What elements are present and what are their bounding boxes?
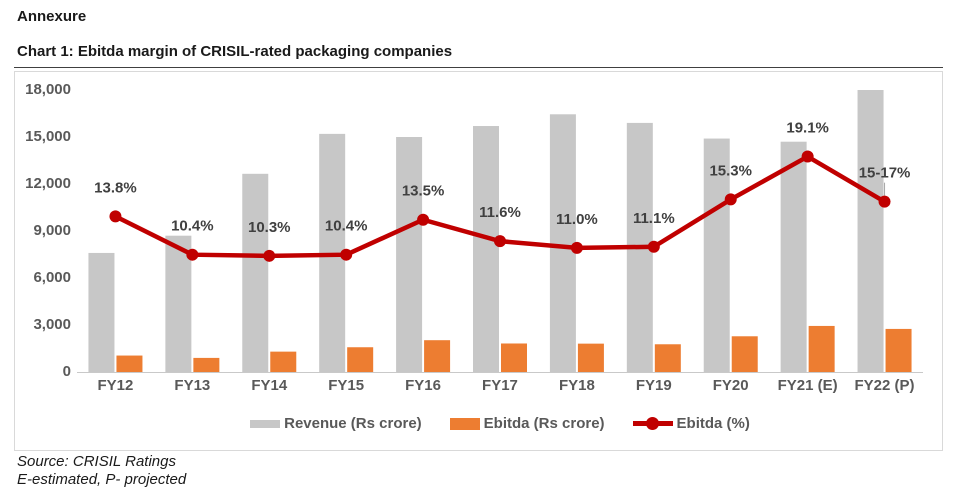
ebitda-pct-label: 15-17% (859, 165, 911, 182)
revenue-bar (857, 90, 884, 372)
ebitda-point (340, 248, 353, 261)
legend-item-revenue: Revenue (Rs crore) (250, 415, 422, 432)
footnote: E-estimated, P- projected (17, 471, 187, 488)
revenue-bar (396, 137, 423, 372)
revenue-swatch (250, 419, 281, 428)
x-axis-label: FY13 (174, 377, 211, 394)
x-axis-label: FY19 (635, 377, 672, 394)
y-axis-label: 18,000 (25, 81, 71, 98)
y-axis-label: 15,000 (25, 128, 71, 145)
ebitda-pct-label: 10.4% (325, 218, 368, 235)
y-axis-label: 9,000 (33, 222, 71, 239)
y-axis-label: 6,000 (33, 269, 71, 286)
x-axis-line (77, 372, 923, 373)
revenue-bar (88, 252, 115, 372)
ebitda-bar (885, 328, 912, 372)
revenue-bar (549, 114, 576, 373)
ebitda-point (878, 195, 891, 208)
revenue-bar (242, 173, 269, 372)
legend-label-ebitda: Ebitda (Rs crore) (483, 415, 605, 432)
revenue-bar (165, 235, 192, 372)
ebitda-bar (116, 355, 143, 372)
ebitda-bar (270, 351, 297, 372)
chart-frame: 0 3,000 6,000 9,000 12,000 15,000 18,000 13.8%… (14, 71, 943, 451)
ebitda-point (570, 241, 583, 254)
ebitda-pct-label: 19.1% (786, 120, 829, 137)
x-axis-label: FY22 (P) (854, 377, 915, 394)
annexure-heading: Annexure (17, 8, 87, 25)
ebitda-bar (501, 343, 527, 372)
ebitda-bar (654, 344, 681, 372)
ebitda-point (494, 235, 506, 248)
legend-label-revenue: Revenue (Rs crore) (284, 415, 422, 432)
ebitda-point (263, 249, 276, 262)
x-axis-label: FY21 (E) (777, 377, 838, 394)
legend-item-ebitda-pct: Ebitda (%) (632, 415, 750, 432)
x-axis-label: FY12 (97, 377, 134, 394)
ebitda-bar (193, 357, 220, 372)
ebitda-bar (731, 336, 758, 372)
legend-label-ebitda-pct: Ebitda (%) (676, 415, 750, 432)
ebitda-pct-label: 13.5% (402, 183, 445, 200)
chart-title: Chart 1: Ebitda margin of CRISIL-rated p… (17, 43, 453, 60)
ebitda-bar (347, 347, 374, 372)
ebitda-bar (808, 325, 835, 372)
ebitda-line-marker (632, 417, 673, 430)
x-axis: FY12 FY13 FY14 FY15 FY16 FY17 FY18 FY19 FY20 FY21… (77, 377, 923, 394)
ebitda-point (109, 210, 122, 223)
ebitda-point (801, 150, 814, 163)
chart-title-row: Chart 1: Ebitda margin of CRISIL-rated p… (14, 43, 943, 68)
ebitda-bar (577, 343, 604, 372)
ebitda-point (417, 213, 430, 226)
ebitda-pct-label: 11.1% (633, 210, 675, 227)
ebitda-pct-label: 10.3% (248, 219, 291, 236)
ebitda-swatch (449, 417, 480, 430)
ebitda-point (186, 248, 199, 261)
source-note: Source: CRISIL Ratings (17, 453, 176, 470)
ebitda-pct-label: 13.8% (94, 179, 137, 196)
x-axis-label: FY18 (558, 377, 595, 394)
ebitda-pct-label: 15.3% (709, 162, 752, 179)
y-axis-label: 12,000 (25, 175, 71, 192)
x-axis-label: FY20 (712, 377, 749, 394)
ebitda-point (647, 240, 660, 253)
revenue-bar (780, 141, 807, 372)
y-axis-label: 3,000 (33, 316, 71, 333)
x-axis-label: FY17 (482, 377, 518, 394)
x-axis-label: FY14 (251, 377, 288, 394)
ebitda-pct-label: 11.6% (479, 204, 521, 221)
legend: Revenue (Rs crore) Ebitda (Rs crore) Ebi… (77, 415, 923, 432)
ebitda-bar (424, 340, 451, 372)
ebitda-pct-label: 11.0% (556, 211, 598, 228)
y-axis-label: 0 (62, 363, 71, 380)
ebitda-pct-label: 10.4% (171, 218, 214, 235)
legend-item-ebitda: Ebitda (Rs crore) (449, 415, 605, 432)
revenue-bar (703, 138, 730, 372)
x-axis-label: FY15 (328, 377, 365, 394)
combo-chart: 13.8% 10.4% 10.3% 10.4% 13.5% 11.6% 11.0% 11.1%… (88, 90, 912, 373)
revenue-bar (473, 126, 499, 373)
ebitda-point (724, 193, 737, 206)
x-axis-label: FY16 (405, 377, 441, 394)
